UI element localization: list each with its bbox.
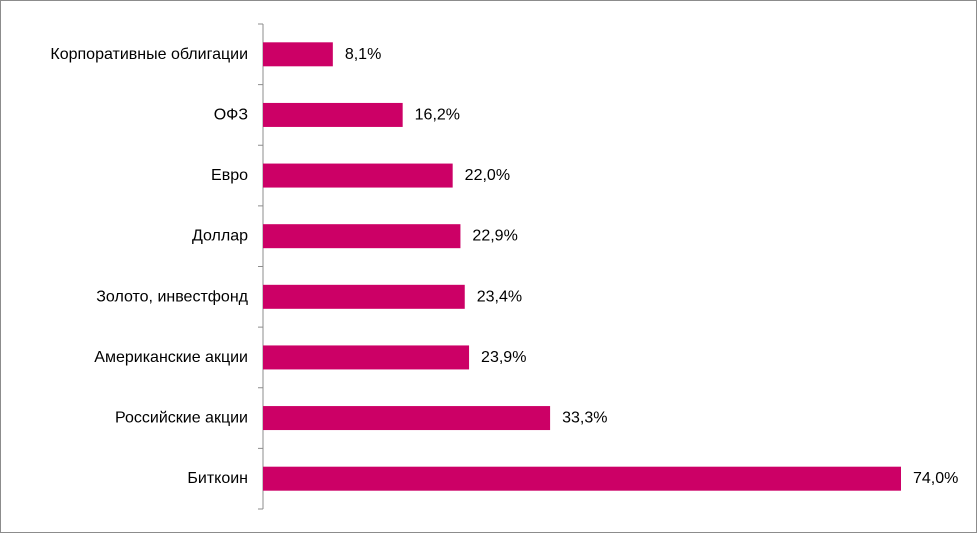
bar — [263, 285, 465, 309]
data-label: 16,2% — [415, 106, 460, 123]
bar — [263, 345, 469, 369]
data-label: 74,0% — [913, 470, 958, 487]
bar — [263, 103, 403, 127]
data-label: 33,3% — [562, 410, 607, 427]
category-label: Евро — [211, 167, 248, 184]
category-label: Российские акции — [115, 410, 248, 427]
data-label: 8,1% — [345, 46, 381, 63]
bar — [263, 406, 550, 430]
data-label: 22,9% — [472, 228, 517, 245]
bar — [263, 224, 460, 248]
axis-ticks — [258, 24, 263, 509]
category-label: Корпоративные облигации — [50, 46, 248, 63]
data-label: 23,4% — [477, 288, 522, 305]
category-label: Биткоин — [187, 470, 248, 487]
bar — [263, 467, 901, 491]
data-label: 23,9% — [481, 349, 526, 366]
category-label: ОФЗ — [214, 106, 248, 123]
data-label: 22,0% — [465, 167, 510, 184]
category-label: Американские акции — [94, 349, 248, 366]
category-label: Золото, инвестфонд — [96, 288, 248, 305]
category-labels-group: Корпоративные облигации ОФЗ Евро Доллар Золо… — [50, 46, 248, 487]
category-label: Доллар — [192, 228, 248, 245]
bar — [263, 42, 333, 66]
bar — [263, 164, 453, 188]
